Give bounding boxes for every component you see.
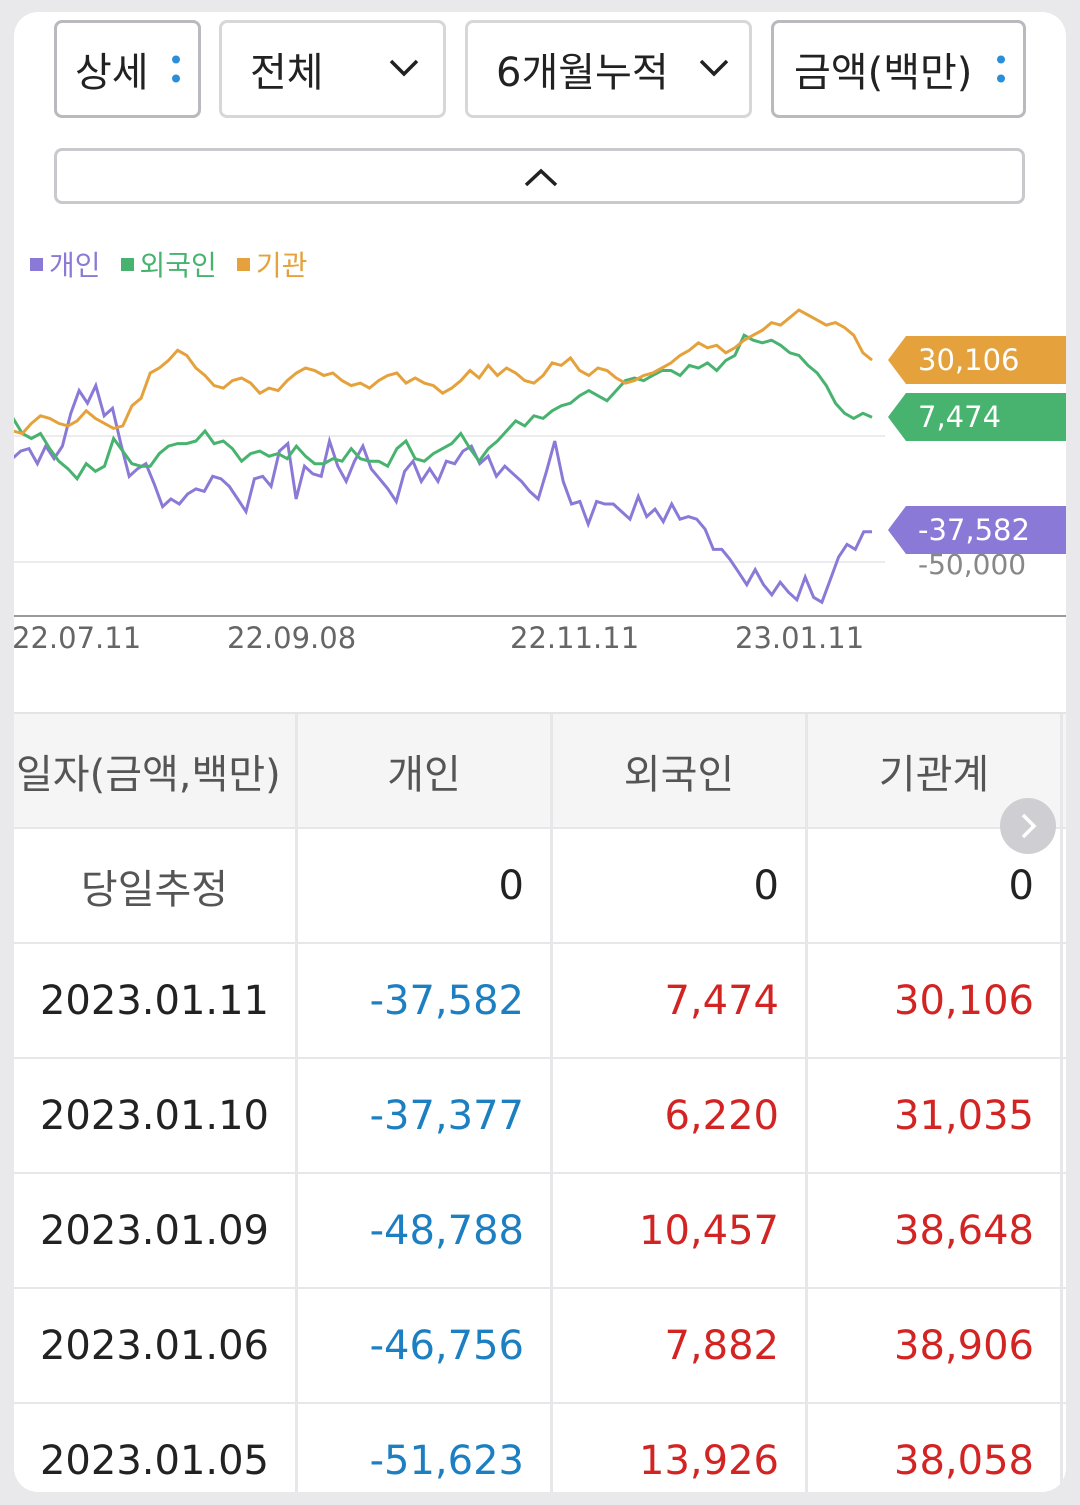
legend-swatch (236, 257, 250, 271)
legend-label: 기관 (255, 249, 308, 282)
unit-label: 금액(백만) (794, 50, 973, 96)
kebab-icon (172, 55, 180, 83)
cell-foreign: 7,882 (553, 1289, 808, 1402)
header-institution[interactable]: 기관계 (808, 714, 1063, 827)
series-individual-line (14, 381, 872, 605)
x-tick-label: 22.11.11 (510, 621, 639, 655)
cell-foreign: 10,457 (553, 1174, 808, 1287)
cell-date: 2023.01.11 (14, 944, 298, 1057)
cell-institution: 0 (808, 829, 1063, 942)
chevron-up-icon (524, 168, 558, 187)
legend-institution: 기관 (236, 244, 308, 284)
legend-swatch (30, 257, 43, 271)
header-individual[interactable]: 개인 (298, 714, 553, 827)
legend-individual: 개인 (30, 244, 101, 284)
view-mode-select[interactable]: 상세 (54, 20, 201, 118)
cell-institution: 30,106 (808, 944, 1063, 1057)
last-value-foreign: 7,474 (918, 400, 1001, 434)
series-institution-line (14, 308, 873, 436)
table-row: 2023.01.11 -37,582 7,474 30,106 (14, 944, 1066, 1059)
legend-label: 개인 (49, 249, 101, 282)
cell-individual: -37,582 (298, 944, 553, 1057)
table-row: 2023.01.10 -37,377 6,220 31,035 (14, 1059, 1066, 1174)
cell-date: 당일추정 (14, 829, 298, 942)
table-row: 당일추정 0 0 0 (14, 829, 1066, 944)
last-value-institution: 30,106 (918, 343, 1019, 377)
cell-foreign: 13,926 (553, 1404, 808, 1492)
market-select[interactable]: 전체 (219, 20, 446, 118)
chevron-down-icon (387, 49, 421, 95)
legend-label: 외국인 (139, 249, 217, 282)
last-value-tag-individual: -37,582 (888, 506, 1066, 554)
x-tick-label: 22.07.11 (14, 621, 141, 655)
collapse-filter-button[interactable] (54, 148, 1025, 204)
chevron-right-icon (1021, 813, 1037, 839)
last-value-individual: -37,582 (918, 513, 1030, 547)
period-select[interactable]: 6개월누적 (465, 20, 752, 118)
cell-institution: 31,035 (808, 1059, 1063, 1172)
cell-institution: 38,058 (808, 1404, 1063, 1492)
cell-date: 2023.01.05 (14, 1404, 298, 1492)
scroll-right-button[interactable] (1000, 798, 1056, 854)
cell-individual: -37,377 (298, 1059, 553, 1172)
table-header-row: 일자(금액,백만) 개인 외국인 기관계 (14, 712, 1066, 829)
chart-legend: 개인 외국인 기관 (30, 244, 307, 284)
view-mode-label: 상세 (75, 50, 149, 96)
last-value-tag-institution: 30,106 (888, 336, 1066, 384)
kebab-icon (997, 55, 1005, 83)
header-foreign[interactable]: 외국인 (553, 714, 808, 827)
series-foreign-line (14, 333, 873, 482)
cell-foreign: 6,220 (553, 1059, 808, 1172)
investor-table: 일자(금액,백만) 개인 외국인 기관계 당일추정 0 0 0 2023.01.… (14, 712, 1066, 1492)
market-label: 전체 (250, 50, 324, 96)
x-tick-label: 23.01.11 (735, 621, 864, 655)
header-date[interactable]: 일자(금액,백만) (14, 714, 298, 827)
legend-swatch (120, 257, 134, 271)
unit-select[interactable]: 금액(백만) (771, 20, 1026, 118)
table-row: 2023.01.05 -51,623 13,926 38,058 (14, 1404, 1066, 1492)
investor-line-chart: -50,000 30,106 7,474 -37,582 22.07.11 22… (14, 308, 1066, 655)
cell-date: 2023.01.10 (14, 1059, 298, 1172)
cell-individual: 0 (298, 829, 553, 942)
x-tick-label: 22.09.08 (227, 621, 356, 655)
investor-trend-card: 상세 전체 6개월누적 금액(백만) 개인 외국인 (14, 12, 1066, 1492)
period-label: 6개월누적 (496, 50, 669, 96)
cell-institution: 38,906 (808, 1289, 1063, 1402)
table-row: 2023.01.09 -48,788 10,457 38,648 (14, 1174, 1066, 1289)
cell-individual: -46,756 (298, 1289, 553, 1402)
cell-individual: -51,623 (298, 1404, 553, 1492)
chevron-down-icon (697, 49, 731, 95)
cell-institution: 38,648 (808, 1174, 1063, 1287)
table-row: 2023.01.06 -46,756 7,882 38,906 (14, 1289, 1066, 1404)
cell-individual: -48,788 (298, 1174, 553, 1287)
last-value-tag-foreign: 7,474 (888, 393, 1066, 441)
cell-date: 2023.01.06 (14, 1289, 298, 1402)
cell-foreign: 0 (553, 829, 808, 942)
cell-date: 2023.01.09 (14, 1174, 298, 1287)
cell-foreign: 7,474 (553, 944, 808, 1057)
legend-foreign: 외국인 (120, 244, 217, 284)
